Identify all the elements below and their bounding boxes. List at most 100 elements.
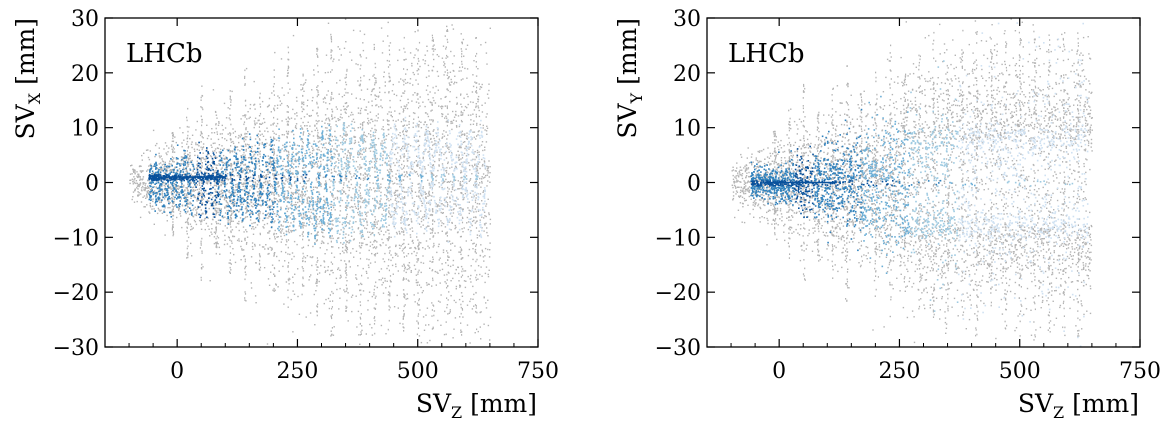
vertex-point-grey [372,182,374,184]
vertex-point-grey [365,227,368,230]
vertex-point-grey [195,171,198,174]
vertex-point-grey [486,125,488,127]
vertex-point-grey [217,138,220,141]
vertex-point-grey [283,234,286,237]
vertex-point-grey [322,168,324,170]
vertex-point-streak [273,200,275,203]
vertex-point-grey [238,240,240,242]
vertex-point-grey [357,156,359,158]
vertex-point-grey [347,105,349,107]
vertex-point-grey [462,112,464,114]
vertex-point-grey [355,250,358,252]
vertex-point-grey [415,254,417,257]
vertex-point-streak [187,217,190,220]
vertex-point-streak [274,236,276,238]
vertex-point-streak [329,294,331,296]
vertex-point-grey [356,326,358,328]
vertex-point-grey [133,181,136,183]
vertex-point-grey [422,224,424,226]
vertex-point-grey [254,245,256,247]
vertex-point-grey [211,218,214,221]
vertex-point-grey [310,114,312,117]
vertex-point-grey [458,280,460,282]
vertex-point-streak [346,246,348,249]
vertex-point-streak [330,37,332,40]
vertex-point-grey [191,163,193,165]
vertex-point-grey [336,82,338,84]
vertex-point-streak [344,174,346,176]
vertex-point-grey [401,250,404,252]
vertex-point-grey [173,183,176,185]
vertex-point-grey [332,272,334,274]
vertex-point-streak [230,139,232,141]
vertex-point-grey [403,191,406,193]
vertex-point-grey [459,146,461,149]
vertex-point-grey [364,134,366,137]
vertex-point-grey [330,153,332,156]
vertex-point-grey [485,130,488,132]
vertex-point-grey [480,144,483,146]
vertex-point-grey [442,204,445,206]
vertex-point-grey [398,49,401,51]
vertex-point-streak [345,310,347,312]
vertex-point-grey [348,242,350,244]
vertex-point-grey [484,146,486,148]
vertex-point-grey [226,217,228,220]
vertex-point-grey [170,187,172,189]
vertex-point-grey [269,158,271,160]
vertex-point-streak [229,252,232,254]
vertex-point-grey [439,199,441,201]
vertex-point-grey [441,203,443,205]
vertex-point-grey [340,109,342,111]
vertex-point-grey [358,168,361,170]
vertex-point-grey [221,133,223,135]
vertex-point-grey [140,165,142,167]
vertex-point-grey [274,173,276,175]
vertex-point-grey [458,207,461,209]
vertex-point-grey [213,231,216,233]
vertex-point-grey [213,195,216,197]
vertex-point-grey [252,185,254,188]
vertex-point-grey [145,149,148,151]
vertex-point-streak [345,247,347,249]
vertex-point-grey [196,143,199,146]
vertex-point-streak [389,173,391,175]
vertex-point-grey [134,178,136,180]
vertex-point-grey [274,170,277,172]
vertex-point-grey [166,220,168,222]
vertex-point-grey [291,131,293,133]
vertex-point-grey [420,341,423,344]
vertex-point-grey [415,79,417,81]
vertex-point-grey [314,129,316,132]
vertex-point-grey [343,167,345,169]
vertex-point-grey [410,220,413,222]
vertex-point-grey [479,177,481,180]
vertex-point-grey [484,168,487,170]
vertex-point-grey [309,312,312,314]
vertex-point-grey [354,186,356,188]
vertex-point-grey [383,260,386,263]
vertex-point-grey [391,148,393,151]
vertex-point-grey [334,197,336,199]
vertex-point-grey [489,181,491,183]
vertex-point-grey [401,168,403,170]
vertex-point-streak [345,266,347,268]
vertex-point-grey [354,203,356,205]
vertex-point-grey [433,137,435,140]
vertex-point-grey [400,222,402,224]
vertex-point-grey [235,209,237,211]
vertex-point-grey [466,77,468,79]
vertex-point-grey [206,149,208,151]
vertex-point-grey [436,151,438,153]
vertex-point-streak [344,206,347,208]
vertex-point-grey [246,136,248,138]
vertex-point-grey [424,105,426,108]
vertex-point-grey [330,36,332,38]
vertex-point-grey [324,223,326,226]
vertex-point-streak [186,170,188,172]
vertex-point-grey [350,205,353,208]
vertex-point-grey [153,190,156,192]
vertex-point-grey [340,259,342,262]
vertex-point-streak [360,79,362,82]
vertex-point-grey [366,215,368,217]
